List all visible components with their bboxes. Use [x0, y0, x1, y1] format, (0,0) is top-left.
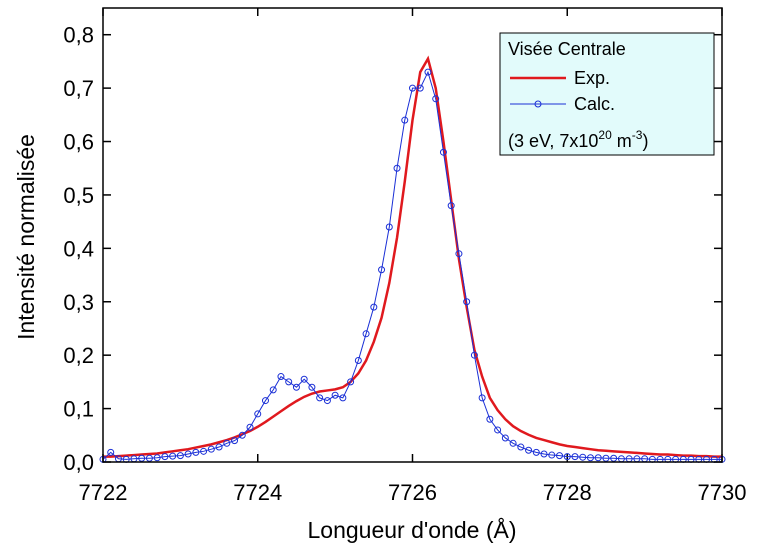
x-tick-label: 7728	[543, 480, 592, 505]
data-point	[548, 451, 556, 459]
data-point	[370, 303, 378, 311]
data-point	[200, 447, 208, 455]
data-point	[285, 378, 293, 386]
data-point	[331, 391, 339, 399]
data-point	[378, 266, 386, 274]
data-point	[385, 223, 393, 231]
x-tick-label: 7724	[233, 480, 282, 505]
data-point	[339, 394, 347, 402]
data-point	[455, 250, 463, 258]
data-point	[540, 450, 548, 458]
data-point	[424, 68, 432, 76]
y-tick-label: 0,8	[63, 23, 94, 48]
data-point	[362, 330, 370, 338]
legend-title: Visée Centrale	[508, 39, 626, 59]
y-tick-label: 0,2	[63, 343, 94, 368]
data-point	[447, 202, 455, 210]
data-point	[215, 443, 223, 451]
data-point	[246, 423, 254, 431]
data-point	[161, 453, 169, 461]
legend-marker	[534, 100, 542, 108]
legend-note-part: 20	[598, 128, 612, 142]
x-tick-label: 7722	[79, 480, 128, 505]
data-point	[594, 454, 602, 462]
legend: Visée Centrale Exp. Calc. (3 eV, 7x1020 m-3…	[499, 32, 715, 156]
data-point	[269, 386, 277, 394]
data-point	[586, 454, 594, 462]
data-point	[153, 454, 161, 462]
y-tick-label: 0,5	[63, 183, 94, 208]
legend-note-part: m	[612, 131, 632, 151]
plot-frame	[102, 7, 723, 463]
data-point	[184, 450, 192, 458]
legend-note: (3 eV, 7x1020 m-3)	[508, 128, 648, 151]
data-point	[238, 431, 246, 439]
legend-note-part: )	[642, 131, 648, 151]
data-point	[300, 375, 308, 383]
legend-label: Exp.	[574, 68, 610, 88]
y-tick-label: 0,1	[63, 397, 94, 422]
data-point	[556, 452, 564, 460]
data-point	[486, 415, 494, 423]
data-point	[207, 445, 215, 453]
data-point	[192, 448, 200, 456]
data-point	[347, 378, 355, 386]
y-tick-label: 0,4	[63, 236, 94, 261]
data-point	[176, 452, 184, 460]
data-point	[517, 443, 525, 451]
data-point	[409, 84, 416, 92]
y-tick-label: 0,0	[63, 450, 94, 475]
data-point	[354, 357, 362, 365]
data-point	[501, 434, 509, 442]
legend-note-part: (3 eV, 7x10	[508, 131, 598, 151]
data-point	[478, 394, 486, 402]
data-point	[509, 439, 517, 447]
data-point	[292, 383, 300, 391]
data-point	[231, 437, 239, 445]
data-point	[470, 351, 478, 359]
series-line	[103, 55, 722, 458]
series	[103, 55, 722, 458]
y-tick-label: 0,7	[63, 76, 94, 101]
data-point	[316, 394, 324, 402]
y-tick-label: 0,3	[63, 290, 94, 315]
data-point	[494, 426, 502, 434]
data-point	[223, 439, 231, 447]
data-point	[432, 95, 440, 103]
x-tick-label: 7730	[698, 480, 747, 505]
data-point	[416, 84, 424, 92]
data-point	[277, 373, 285, 381]
data-point	[532, 448, 540, 456]
y-tick-label: 0,6	[63, 130, 94, 155]
legend-note-part: -3	[632, 128, 643, 142]
legend-box	[499, 32, 715, 156]
x-tick-label: 7726	[388, 480, 437, 505]
legend-label: Calc.	[574, 94, 615, 114]
data-point	[401, 116, 409, 124]
data-point	[254, 410, 262, 418]
data-point	[579, 453, 587, 461]
data-point	[463, 298, 471, 306]
data-point	[308, 383, 316, 391]
data-point	[169, 452, 177, 460]
data-point	[563, 453, 571, 461]
y-axis-title: Intensité normalisée	[13, 134, 39, 340]
data-point	[323, 397, 331, 405]
data-point	[525, 446, 533, 454]
data-point	[261, 397, 269, 405]
data-point	[439, 148, 447, 156]
x-axis-title: Longueur d'onde (Å)	[308, 516, 517, 543]
data-point	[571, 453, 579, 461]
data-point	[393, 164, 401, 172]
data-point	[107, 448, 115, 456]
